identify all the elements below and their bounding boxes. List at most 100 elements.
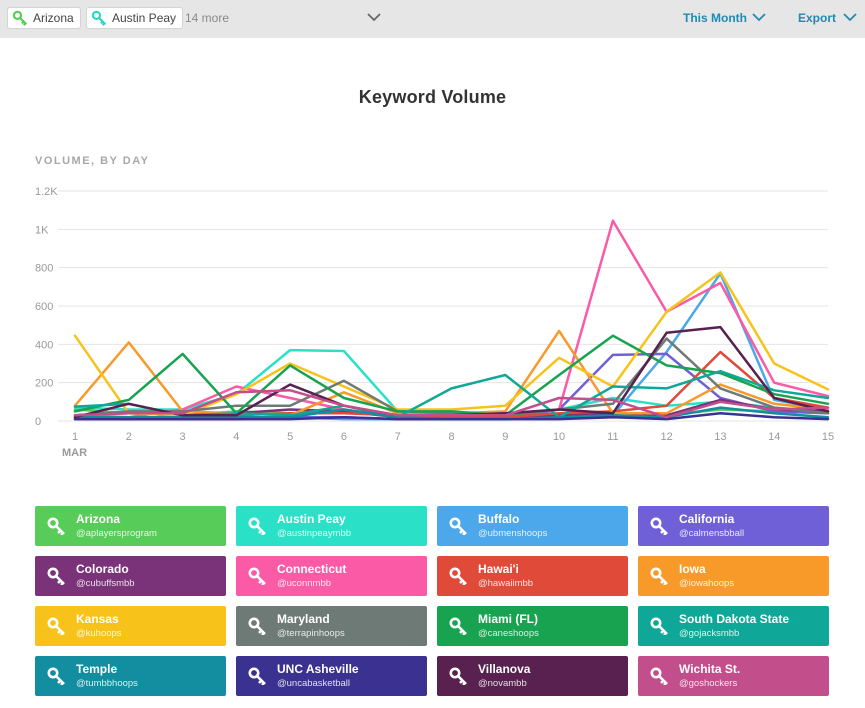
legend-item-maryland[interactable]: Maryland @terrapinhoops [236, 606, 427, 646]
legend-text: Colorado @cubuffsmbb [76, 562, 135, 590]
keyword-chip-arizona[interactable]: Arizona [7, 7, 81, 29]
filter-toolbar: Arizona Austin Peay 14 more This Month E… [0, 0, 865, 38]
legend-keyword-handle: @hawaiimbb [478, 578, 534, 589]
legend-item-hawai-i[interactable]: Hawai'i @hawaiimbb [437, 556, 628, 596]
legend-keyword-name: Maryland [277, 612, 330, 626]
legend-item-miami-fl[interactable]: Miami (FL) @caneshoops [437, 606, 628, 646]
x-tick-label: 2 [126, 431, 132, 443]
x-tick-label: 11 [607, 431, 618, 443]
x-tick-label: 1 [72, 431, 78, 443]
legend-text: Temple @tumbbhoops [76, 662, 138, 690]
key-icon [47, 567, 65, 585]
legend-text: Arizona @aplayersprogram [76, 512, 157, 540]
date-range-chevron-icon[interactable] [752, 12, 766, 22]
x-tick-label: 9 [502, 431, 508, 443]
legend-text: Maryland @terrapinhoops [277, 612, 345, 640]
legend-item-austin-peay[interactable]: Austin Peay @austinpeaymbb [236, 506, 427, 546]
x-tick-label: 4 [233, 431, 239, 443]
legend-keyword-handle: @gojacksmbb [679, 628, 740, 639]
legend-keyword-name: Hawai'i [478, 562, 519, 576]
legend-keyword-handle: @terrapinhoops [277, 628, 345, 639]
legend-keyword-handle: @kuhoops [76, 628, 122, 639]
legend-keyword-handle: @cubuffsmbb [76, 578, 135, 589]
export-dropdown[interactable]: Export [798, 11, 837, 25]
legend-keyword-handle: @tumbbhoops [76, 678, 138, 689]
legend-keyword-name: Colorado [76, 562, 129, 576]
x-tick-label: 5 [287, 431, 293, 443]
key-icon [248, 617, 266, 635]
y-tick-label: 400 [35, 339, 53, 351]
legend-item-unc-asheville[interactable]: UNC Asheville @uncabasketball [236, 656, 427, 696]
series-line-wichita-st- [73, 389, 830, 419]
legend-keyword-handle: @austinpeaymbb [277, 528, 352, 539]
expand-chevron-icon[interactable] [367, 12, 381, 22]
legend-keyword-name: Villanova [478, 662, 531, 676]
legend-item-buffalo[interactable]: Buffalo @ubmenshoops [437, 506, 628, 546]
x-tick-label: 7 [395, 431, 401, 443]
key-icon [449, 567, 467, 585]
legend-keyword-name: Kansas [76, 612, 119, 626]
legend-keyword-handle: @uconnmbb [277, 578, 332, 589]
legend-item-south-dakota-state[interactable]: South Dakota State @gojacksmbb [638, 606, 829, 646]
legend-keyword-name: California [679, 512, 735, 526]
legend-keyword-name: South Dakota State [679, 612, 790, 626]
key-icon [449, 667, 467, 685]
legend-text: Iowa @iowahoops [679, 562, 734, 590]
y-tick-label: 600 [35, 301, 53, 313]
y-tick-label: 1.2K [35, 186, 58, 198]
legend-keyword-name: Wichita St. [679, 662, 741, 676]
legend-keyword-handle: @ubmenshoops [478, 528, 548, 539]
legend-item-temple[interactable]: Temple @tumbbhoops [35, 656, 226, 696]
legend-keyword-name: Buffalo [478, 512, 520, 526]
legend-item-arizona[interactable]: Arizona @aplayersprogram [35, 506, 226, 546]
legend-keyword-handle: @goshockers [679, 678, 738, 689]
y-tick-label: 200 [35, 378, 53, 390]
legend-text: South Dakota State @gojacksmbb [679, 612, 789, 640]
key-icon [47, 517, 65, 535]
y-axis-title: VOLUME, BY DAY [35, 155, 150, 167]
key-icon [449, 617, 467, 635]
legend-item-wichita-st[interactable]: Wichita St. @goshockers [638, 656, 829, 696]
key-icon [650, 567, 668, 585]
legend-keyword-name: Connecticut [277, 562, 347, 576]
legend-keyword-name: Temple [76, 662, 118, 676]
legend-keyword-handle: @uncabasketball [277, 678, 351, 689]
x-month-label: MAR [62, 447, 87, 459]
key-icon [449, 517, 467, 535]
x-tick-label: 12 [661, 431, 673, 443]
legend-keyword-handle: @caneshoops [478, 628, 539, 639]
legend-text: Miami (FL) @caneshoops [478, 612, 539, 640]
legend-keyword-handle: @iowahoops [679, 578, 735, 589]
key-icon [91, 10, 107, 26]
x-tick-label: 14 [768, 431, 780, 443]
legend-keyword-handle: @calmensbball [679, 528, 745, 539]
legend-item-kansas[interactable]: Kansas @kuhoops [35, 606, 226, 646]
export-chevron-icon[interactable] [843, 12, 857, 22]
legend-item-connecticut[interactable]: Connecticut @uconnmbb [236, 556, 427, 596]
legend-text: California @calmensbball [679, 512, 744, 540]
legend-text: Austin Peay @austinpeaymbb [277, 512, 351, 540]
series-line-unc-asheville [73, 412, 830, 421]
legend-keyword-handle: @novambb [478, 678, 527, 689]
legend-item-iowa[interactable]: Iowa @iowahoops [638, 556, 829, 596]
chip-label: Austin Peay [112, 11, 177, 25]
legend-item-villanova[interactable]: Villanova @novambb [437, 656, 628, 696]
key-icon [12, 10, 28, 26]
y-tick-label: 800 [35, 263, 53, 275]
series-line-miami-fl- [73, 334, 830, 417]
date-range-dropdown[interactable]: This Month [683, 11, 747, 25]
legend-item-california[interactable]: California @calmensbball [638, 506, 829, 546]
legend-item-colorado[interactable]: Colorado @cubuffsmbb [35, 556, 226, 596]
legend-keyword-name: Austin Peay [277, 512, 346, 526]
y-tick-label: 0 [35, 416, 41, 428]
y-tick-label: 1K [35, 224, 49, 236]
legend-keyword-name: UNC Asheville [277, 662, 359, 676]
more-keywords-link[interactable]: 14 more [185, 11, 230, 25]
key-icon [47, 617, 65, 635]
x-tick-label: 8 [448, 431, 454, 443]
key-icon [650, 517, 668, 535]
keyword-chip-austin-peay[interactable]: Austin Peay [86, 7, 184, 29]
x-tick-label: 3 [180, 431, 186, 443]
x-tick-label: 13 [714, 431, 726, 443]
